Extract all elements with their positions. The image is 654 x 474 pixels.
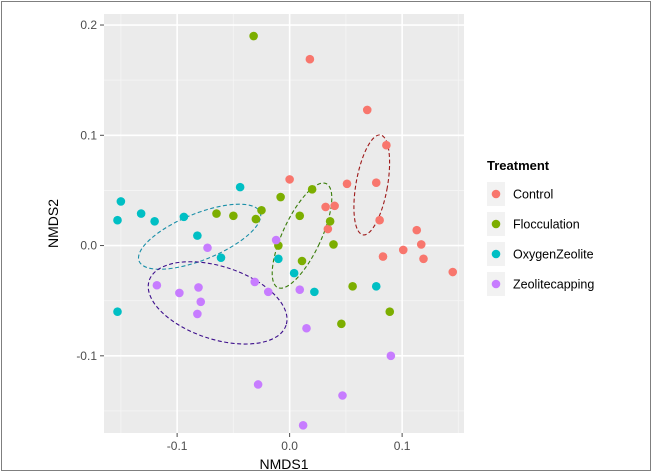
data-points [113,31,458,430]
point-zeolitecapping [386,351,396,361]
point-control [398,245,408,255]
point-oxygenzeolite [179,212,189,222]
point-oxygenzeolite [235,182,245,192]
point-zeolitecapping [203,243,212,253]
point-flocculation [257,205,266,215]
point-flocculation [385,307,395,317]
axes: -0.1 0.0 0.1 -0.1 0.0 0.1 0.2 [76,18,410,453]
legend-key-flocculation [491,219,501,229]
legend-key-control [491,189,501,199]
point-oxygenzeolite [371,282,381,291]
point-control [342,179,352,189]
legend: Treatment Control Flocculation OxygenZeoli… [487,158,594,296]
x-axis-title: NMDS1 [259,456,308,472]
point-zeolitecapping [250,277,260,287]
point-zeolitecapping [302,323,311,333]
point-flocculation [329,240,338,249]
point-oxygenzeolite [216,253,226,262]
point-control [305,54,315,64]
point-oxygenzeolite [113,307,122,317]
x-tick-label: -0.1 [167,439,188,453]
point-control [285,175,294,184]
point-flocculation [348,282,357,291]
y-axis-title: NMDS2 [45,199,61,248]
point-zeolitecapping [175,288,184,298]
point-oxygenzeolite [289,268,299,278]
point-oxygenzeolite [136,209,146,218]
point-oxygenzeolite [116,197,126,206]
point-flocculation [276,192,285,202]
point-flocculation [212,209,221,218]
point-control [375,215,384,225]
y-tick-label: 0.2 [80,18,97,32]
point-control [362,105,372,115]
minor-gridlines [104,14,464,433]
point-flocculation [307,185,317,194]
point-zeolitecapping [194,283,203,292]
point-control [419,254,428,264]
x-tick-label: 0.1 [394,439,411,453]
point-zeolitecapping [271,235,281,245]
ellipse-control [353,134,391,236]
major-gridlines [104,14,464,433]
legend-key-oxygenzeolite [491,249,501,259]
x-tick-label: 0.0 [281,439,298,453]
point-zeolitecapping [338,391,347,400]
point-flocculation [297,256,307,266]
point-zeolitecapping [295,285,305,294]
point-zeolitecapping [152,280,162,290]
point-oxygenzeolite [274,254,283,264]
legend-label-oxygenzeolite: OxygenZeolite [513,248,594,262]
y-tick-label: -0.1 [76,349,97,363]
plot-panel [104,14,464,433]
point-control [378,252,388,261]
point-oxygenzeolite [150,216,159,226]
ellipse-flocculation [271,182,333,289]
point-flocculation [325,216,335,226]
legend-label-control: Control [513,188,553,202]
point-control [330,201,339,211]
point-control [323,224,333,234]
point-control [321,202,330,212]
point-zeolitecapping [196,297,206,307]
point-control [412,225,422,235]
point-zeolitecapping [193,309,202,319]
point-control [416,240,426,249]
point-flocculation [295,211,305,221]
point-zeolitecapping [253,380,263,389]
y-tick-label: 0.1 [80,128,97,142]
point-flocculation [249,31,258,41]
point-control [448,267,458,277]
y-tick-label: 0.0 [80,239,97,253]
point-flocculation [337,319,346,329]
ellipse-zeolitecapping [147,261,288,345]
legend-title: Treatment [487,158,550,173]
point-flocculation [251,214,261,224]
point-control [382,140,391,150]
point-control [371,178,381,188]
point-flocculation [229,211,238,221]
point-zeolitecapping [263,287,273,297]
point-oxygenzeolite [310,287,319,297]
legend-key-zeolitecapping [491,279,501,289]
point-oxygenzeolite [113,215,122,225]
legend-label-flocculation: Flocculation [513,218,580,232]
point-oxygenzeolite [193,231,202,240]
point-zeolitecapping [298,420,308,430]
legend-label-zeolitecapping: Zeolitecapping [513,278,594,292]
